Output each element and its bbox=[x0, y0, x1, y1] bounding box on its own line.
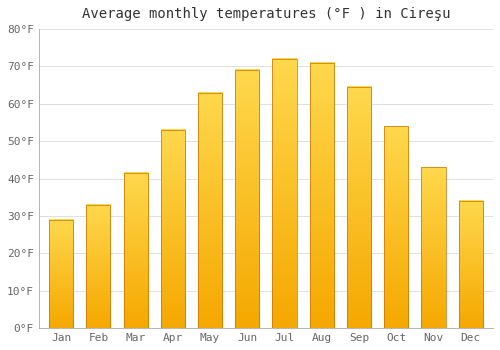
Bar bbox=[124, 173, 148, 328]
Bar bbox=[310, 63, 334, 328]
Title: Average monthly temperatures (°F ) in Cireşu: Average monthly temperatures (°F ) in Ci… bbox=[82, 7, 450, 21]
Bar bbox=[347, 87, 371, 328]
Bar bbox=[458, 201, 483, 328]
Bar bbox=[384, 126, 408, 328]
Bar bbox=[272, 59, 296, 328]
Bar bbox=[160, 130, 185, 328]
Bar bbox=[86, 205, 110, 328]
Bar bbox=[198, 93, 222, 328]
Bar bbox=[422, 167, 446, 328]
Bar bbox=[49, 220, 73, 328]
Bar bbox=[235, 70, 260, 328]
